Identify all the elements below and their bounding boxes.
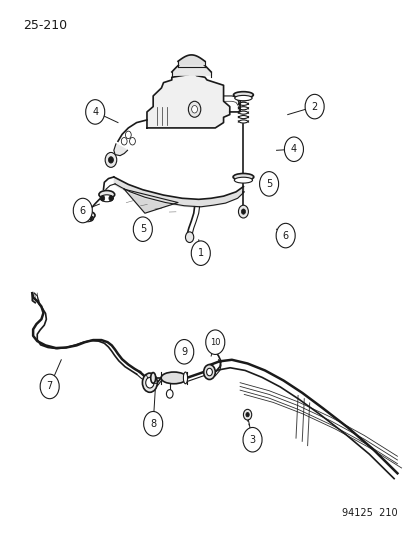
Ellipse shape: [82, 215, 93, 222]
Circle shape: [125, 131, 131, 139]
Circle shape: [145, 377, 154, 388]
Ellipse shape: [80, 211, 95, 220]
Text: 4: 4: [92, 107, 98, 117]
Polygon shape: [124, 189, 178, 213]
Circle shape: [203, 365, 215, 379]
Text: 1: 1: [197, 248, 203, 258]
Circle shape: [191, 241, 210, 265]
Text: 6: 6: [282, 231, 288, 240]
Polygon shape: [147, 72, 229, 128]
Circle shape: [174, 340, 193, 364]
Text: 9: 9: [181, 347, 187, 357]
Circle shape: [275, 223, 294, 248]
Ellipse shape: [161, 372, 186, 384]
Text: 25-210: 25-210: [23, 19, 67, 31]
Circle shape: [205, 330, 224, 354]
Circle shape: [89, 216, 93, 221]
Ellipse shape: [183, 372, 187, 384]
Circle shape: [259, 172, 278, 196]
Circle shape: [242, 427, 261, 452]
Circle shape: [85, 100, 104, 124]
Circle shape: [191, 106, 197, 113]
Text: 5: 5: [139, 224, 146, 234]
Text: 94125  210: 94125 210: [341, 508, 396, 518]
Text: 2: 2: [311, 102, 317, 111]
Circle shape: [166, 390, 173, 398]
Circle shape: [206, 368, 212, 376]
Ellipse shape: [99, 191, 114, 199]
Circle shape: [185, 232, 193, 243]
Ellipse shape: [150, 373, 155, 383]
Circle shape: [121, 138, 127, 145]
Circle shape: [188, 101, 200, 117]
Polygon shape: [114, 144, 127, 156]
Text: 8: 8: [150, 419, 156, 429]
Ellipse shape: [233, 92, 253, 98]
Ellipse shape: [100, 195, 113, 201]
Circle shape: [108, 157, 113, 163]
Circle shape: [129, 138, 135, 145]
Circle shape: [100, 196, 104, 201]
Circle shape: [304, 94, 323, 119]
Circle shape: [83, 216, 86, 221]
Circle shape: [284, 137, 303, 161]
Circle shape: [105, 152, 116, 167]
Text: 10: 10: [209, 338, 220, 346]
Circle shape: [73, 198, 92, 223]
Ellipse shape: [233, 173, 253, 180]
Text: 7: 7: [46, 382, 53, 391]
Circle shape: [245, 413, 249, 417]
Circle shape: [143, 411, 162, 436]
Ellipse shape: [234, 95, 252, 101]
Circle shape: [109, 196, 113, 201]
Text: 3: 3: [249, 435, 255, 445]
Text: 4: 4: [290, 144, 296, 154]
Circle shape: [243, 409, 251, 420]
Circle shape: [142, 373, 157, 392]
Circle shape: [241, 209, 245, 214]
Text: 5: 5: [265, 179, 272, 189]
Circle shape: [133, 217, 152, 241]
Text: 6: 6: [80, 206, 85, 215]
Circle shape: [238, 205, 248, 218]
Ellipse shape: [234, 177, 252, 183]
Circle shape: [40, 374, 59, 399]
